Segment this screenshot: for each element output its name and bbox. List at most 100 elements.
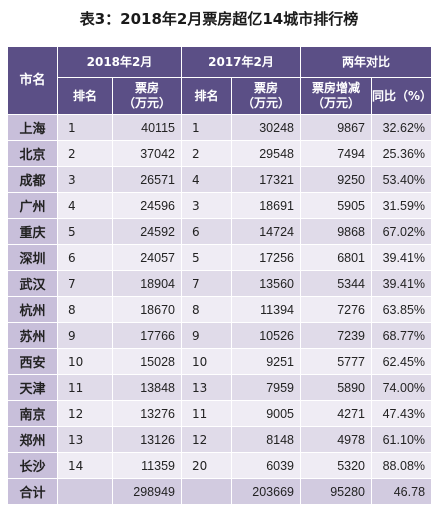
- rank-2017-cell: 1: [181, 114, 232, 141]
- boxoffice-2018-cell: 13848: [112, 374, 182, 401]
- city-cell: 天津: [7, 374, 58, 401]
- yoy-cell: 39.41%: [370, 270, 433, 297]
- table-row: 北京 2 37042 2 29548 7494 25.36%: [7, 140, 433, 167]
- boxoffice-2017-cell: 8148: [231, 426, 301, 453]
- rank-2017-cell: 8: [181, 296, 232, 323]
- increase-cell: 6801: [300, 244, 372, 271]
- rank-2017-cell: 9: [181, 322, 232, 349]
- yoy-cell: 68.77%: [370, 322, 433, 349]
- rank-2017-cell: 13: [181, 374, 232, 401]
- increase-cell: 5777: [300, 348, 372, 375]
- header-city: 市名: [7, 46, 58, 115]
- yoy-cell: 32.62%: [370, 114, 433, 141]
- rank-2018-cell: 3: [57, 166, 113, 193]
- increase-cell: 5344: [300, 270, 372, 297]
- boxoffice-2018-cell: 13276: [112, 400, 182, 427]
- rank-2018-cell: 14: [57, 452, 113, 479]
- empty-cell: [57, 478, 113, 505]
- rank-2018-cell: 5: [57, 218, 113, 245]
- rank-2018-cell: 12: [57, 400, 113, 427]
- table-row: 南京 12 13276 11 9005 4271 47.43%: [7, 400, 433, 427]
- total-increase: 95280: [300, 478, 372, 505]
- city-cell: 广州: [7, 192, 58, 219]
- increase-cell: 4271: [300, 400, 372, 427]
- boxoffice-2018-cell: 18670: [112, 296, 182, 323]
- city-cell: 郑州: [7, 426, 58, 453]
- rank-2017-cell: 11: [181, 400, 232, 427]
- boxoffice-2018-cell: 17766: [112, 322, 182, 349]
- increase-cell: 5320: [300, 452, 372, 479]
- boxoffice-2018-cell: 37042: [112, 140, 182, 167]
- increase-cell: 7276: [300, 296, 372, 323]
- total-row: 合计 298949 203669 95280 46.78: [7, 478, 433, 505]
- empty-cell: [181, 478, 232, 505]
- rank-2018-cell: 13: [57, 426, 113, 453]
- header-boxoffice-2018: 票房 （万元）: [112, 77, 182, 115]
- total-boxoffice-2018: 298949: [112, 478, 182, 505]
- city-cell: 长沙: [7, 452, 58, 479]
- yoy-cell: 74.00%: [370, 374, 433, 401]
- city-cell: 苏州: [7, 322, 58, 349]
- rank-2017-cell: 7: [181, 270, 232, 297]
- boxoffice-2017-cell: 30248: [231, 114, 301, 141]
- boxoffice-2018-cell: 15028: [112, 348, 182, 375]
- boxoffice-2017-cell: 11394: [231, 296, 301, 323]
- boxoffice-2018-cell: 13126: [112, 426, 182, 453]
- yoy-cell: 31.59%: [370, 192, 433, 219]
- city-cell: 杭州: [7, 296, 58, 323]
- rank-2018-cell: 7: [57, 270, 113, 297]
- yoy-cell: 63.85%: [370, 296, 433, 323]
- boxoffice-2017-cell: 18691: [231, 192, 301, 219]
- boxoffice-2018-cell: 24592: [112, 218, 182, 245]
- increase-cell: 4978: [300, 426, 372, 453]
- table-row: 天津 11 13848 13 7959 5890 74.00%: [7, 374, 433, 401]
- increase-cell: 5890: [300, 374, 372, 401]
- yoy-cell: 53.40%: [370, 166, 433, 193]
- boxoffice-2017-cell: 6039: [231, 452, 301, 479]
- box-office-table: 市名 2018年2月 2017年2月 两年对比 排名 票房 （万元） 排名 票房（…: [7, 46, 432, 505]
- header-increase: 票房增减 （万元）: [300, 77, 372, 115]
- yoy-cell: 61.10%: [370, 426, 433, 453]
- yoy-cell: 47.43%: [370, 400, 433, 427]
- boxoffice-2017-cell: 17256: [231, 244, 301, 271]
- city-cell: 北京: [7, 140, 58, 167]
- table-row: 苏州 9 17766 9 10526 7239 68.77%: [7, 322, 433, 349]
- header-feb2017: 2017年2月: [181, 46, 301, 78]
- table-row: 广州 4 24596 3 18691 5905 31.59%: [7, 192, 433, 219]
- header-rank-2018: 排名: [57, 77, 113, 115]
- city-cell: 重庆: [7, 218, 58, 245]
- rank-2017-cell: 12: [181, 426, 232, 453]
- boxoffice-2018-cell: 40115: [112, 114, 182, 141]
- rank-2017-cell: 4: [181, 166, 232, 193]
- total-yoy: 46.78: [370, 478, 433, 505]
- rank-2018-cell: 9: [57, 322, 113, 349]
- total-boxoffice-2017: 203669: [231, 478, 301, 505]
- table-row: 武汉 7 18904 7 13560 5344 39.41%: [7, 270, 433, 297]
- city-cell: 上海: [7, 114, 58, 141]
- boxoffice-2017-cell: 10526: [231, 322, 301, 349]
- table-row: 成都 3 26571 4 17321 9250 53.40%: [7, 166, 433, 193]
- increase-cell: 7494: [300, 140, 372, 167]
- rank-2018-cell: 1: [57, 114, 113, 141]
- yoy-cell: 62.45%: [370, 348, 433, 375]
- city-cell: 深圳: [7, 244, 58, 271]
- boxoffice-2017-cell: 9251: [231, 348, 301, 375]
- boxoffice-2018-cell: 26571: [112, 166, 182, 193]
- boxoffice-2018-cell: 24057: [112, 244, 182, 271]
- total-label: 合计: [7, 478, 58, 505]
- table-title: 表3：2018年2月票房超亿14城市排行榜: [79, 10, 359, 28]
- increase-cell: 9867: [300, 114, 372, 141]
- increase-cell: 9250: [300, 166, 372, 193]
- rank-2018-cell: 6: [57, 244, 113, 271]
- rank-2017-cell: 3: [181, 192, 232, 219]
- rank-2017-cell: 10: [181, 348, 232, 375]
- table-body: 上海 1 40115 1 30248 9867 32.62% 北京 2 37042 2 29548 74…: [7, 114, 433, 505]
- rank-2018-cell: 8: [57, 296, 113, 323]
- table-row: 郑州 13 13126 12 8148 4978 61.10%: [7, 426, 433, 453]
- yoy-cell: 39.41%: [370, 244, 433, 271]
- table-row: 杭州 8 18670 8 11394 7276 63.85%: [7, 296, 433, 323]
- rank-2018-cell: 4: [57, 192, 113, 219]
- boxoffice-2017-cell: 29548: [231, 140, 301, 167]
- rank-2018-cell: 10: [57, 348, 113, 375]
- header-feb2018: 2018年2月: [57, 46, 182, 78]
